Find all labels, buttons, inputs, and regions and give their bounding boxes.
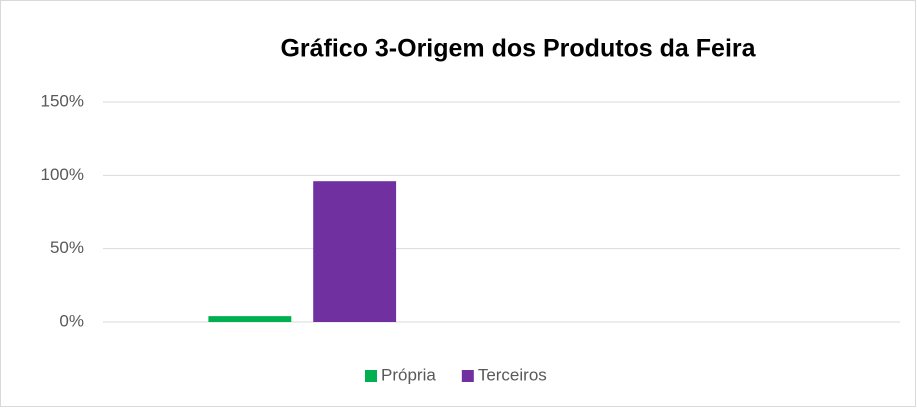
- legend-label: Própria: [381, 365, 436, 384]
- legend-swatch: [365, 370, 377, 382]
- bar: [313, 181, 397, 322]
- bar: [208, 316, 292, 322]
- y-tick-label: 150%: [41, 91, 84, 110]
- legend-swatch: [461, 370, 474, 382]
- y-tick-label: 0%: [59, 311, 84, 330]
- y-tick-label: 50%: [50, 238, 84, 257]
- y-tick-label: 100%: [41, 165, 84, 184]
- chart-title: Gráfico 3-Origem dos Produtos da Feira: [280, 35, 756, 63]
- legend-label: Terceiros: [478, 365, 547, 384]
